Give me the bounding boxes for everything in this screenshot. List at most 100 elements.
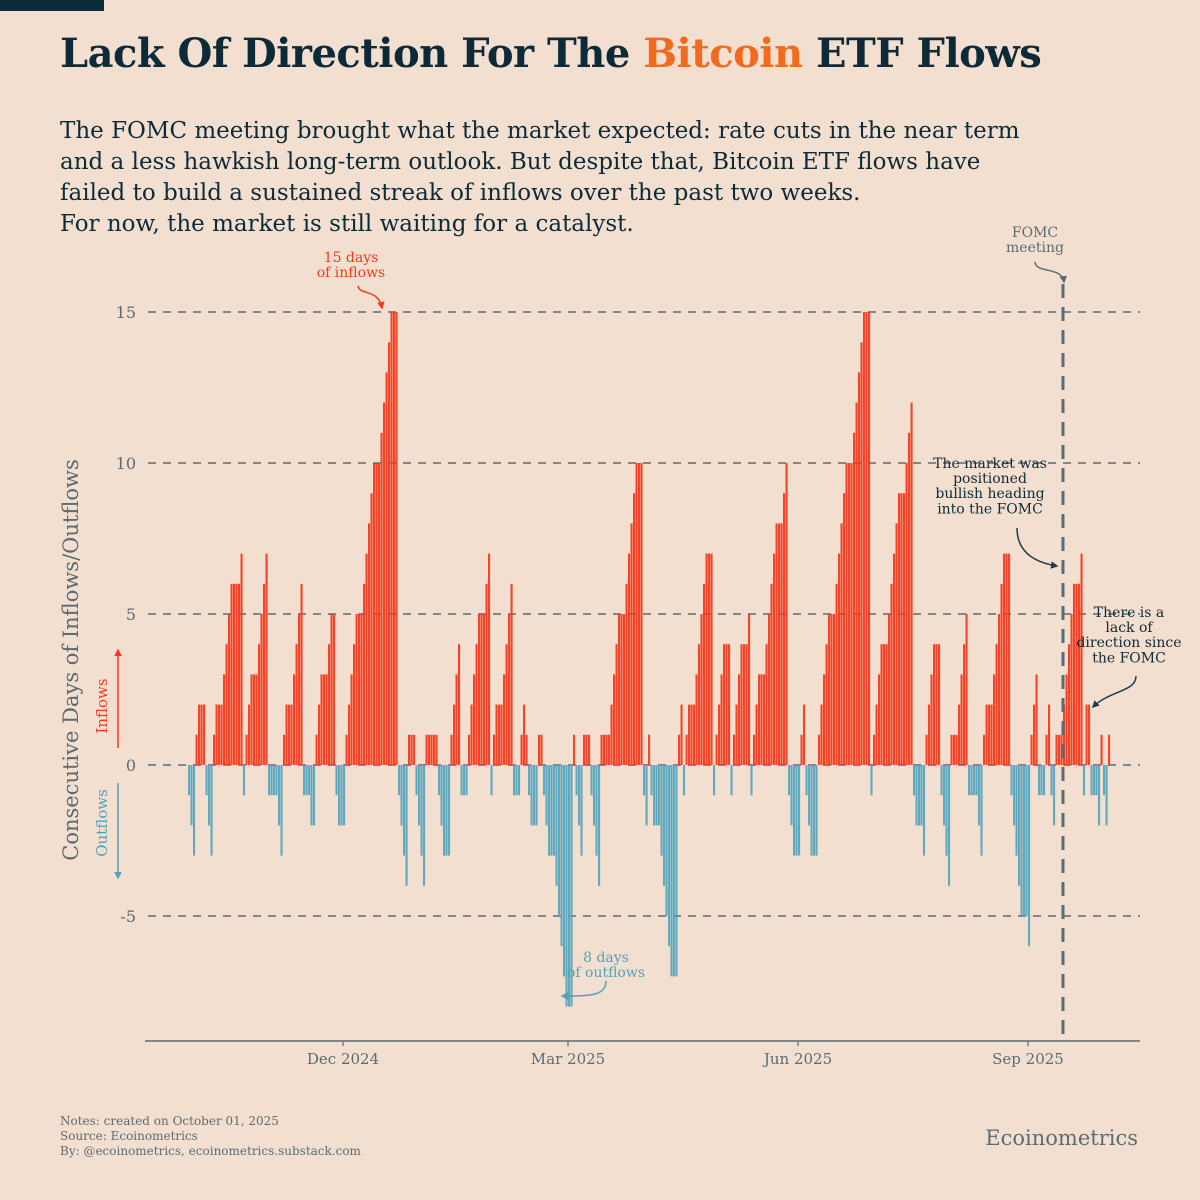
outflow-bar: [578, 765, 581, 826]
annotation-arrow: [560, 980, 607, 1000]
outflow-bar: [270, 765, 273, 796]
outflow-bar: [338, 765, 341, 826]
outflow-bar: [790, 765, 793, 826]
outflow-bar: [1038, 765, 1041, 796]
inflow-bar: [263, 583, 266, 765]
inflow-bar: [453, 704, 456, 765]
y-tick-label: 15: [116, 303, 136, 322]
inflow-bar: [833, 614, 836, 765]
inflow-bar: [740, 644, 743, 765]
inflow-bar: [955, 734, 958, 765]
outflow-bar: [445, 765, 448, 856]
inflow-bar: [483, 614, 486, 765]
inflow-bar: [840, 523, 843, 765]
inflow-bar: [965, 614, 968, 765]
inflow-bar: [890, 583, 893, 765]
inflow-bar: [373, 463, 376, 765]
annotation-arrow: [1034, 261, 1067, 284]
outflow-bar: [980, 765, 983, 856]
inflow-bar: [250, 674, 253, 765]
inflow-bar: [628, 553, 631, 765]
inflow-bar: [370, 493, 373, 765]
inflow-bar: [963, 644, 966, 765]
inflow-bar: [503, 674, 506, 765]
inflow-bar: [323, 674, 326, 765]
inflow-bar: [510, 583, 513, 765]
inflow-bar: [363, 583, 366, 765]
outflow-bar: [305, 765, 308, 796]
inflow-bar: [618, 614, 621, 765]
inflow-bar: [258, 644, 261, 765]
subtitle-line: failed to build a sustained streak of in…: [60, 180, 861, 206]
inflow-bar: [910, 402, 913, 765]
inflow-bar: [253, 674, 256, 765]
inflow-bar: [875, 704, 878, 765]
inflow-bar: [1080, 553, 1083, 765]
inflow-bar: [520, 734, 523, 765]
outflow-bar: [513, 765, 516, 796]
inflow-bar: [1048, 704, 1051, 765]
outflow-bar: [923, 765, 926, 856]
inflow-bar: [733, 734, 736, 765]
outflow-bar: [658, 765, 661, 826]
outflow-bar: [565, 765, 568, 1007]
subtitle: The FOMC meeting brought what the market…: [60, 116, 1160, 240]
inflow-bar: [908, 432, 911, 765]
inflow-bar: [375, 463, 378, 765]
inflow-bar: [888, 614, 891, 765]
inflow-bar: [880, 644, 883, 765]
inflow-bar: [500, 704, 503, 765]
annotation-8-days-outflows: 8 days of outflows: [567, 950, 645, 981]
inflow-bar: [983, 734, 986, 765]
inflow-bar: [435, 734, 438, 765]
inflow-bar: [223, 674, 226, 765]
inflow-bar: [290, 704, 293, 765]
y-tick-label: 5: [126, 605, 136, 624]
inflow-bar: [613, 674, 616, 765]
inflow-bar: [395, 312, 398, 765]
inflow-bar: [960, 674, 963, 765]
outflow-bar: [968, 765, 971, 796]
inflow-bar: [608, 734, 611, 765]
inflow-bar: [690, 704, 693, 765]
inflow-bar: [433, 734, 436, 765]
inflow-bar: [1073, 583, 1076, 765]
inflow-bar: [680, 704, 683, 765]
inflow-bar: [783, 493, 786, 765]
inflow-bar: [355, 614, 358, 765]
inflow-bar: [195, 734, 198, 765]
outflow-bar: [340, 765, 343, 826]
inflow-bar: [455, 674, 458, 765]
outflow-bar: [815, 765, 818, 856]
inflow-bar: [625, 583, 628, 765]
inflow-bar: [848, 463, 851, 765]
inflow-bar: [298, 614, 301, 765]
inflow-bar: [823, 674, 826, 765]
inflow-bar: [818, 734, 821, 765]
inflow-bar: [773, 553, 776, 765]
outflow-bar: [335, 765, 338, 796]
inflow-bar: [743, 644, 746, 765]
inflow-bar: [408, 734, 411, 765]
inflow-bar: [345, 734, 348, 765]
inflow-bar: [1085, 704, 1088, 765]
inflow-bar: [855, 402, 858, 765]
inflow-bar: [605, 734, 608, 765]
inflow-bar: [768, 614, 771, 765]
inflow-bar: [1030, 734, 1033, 765]
inflow-bar: [723, 644, 726, 765]
inflow-bar: [903, 493, 906, 765]
inflow-bar: [708, 553, 711, 765]
inflow-bar: [1058, 734, 1061, 765]
inflow-bar: [573, 734, 576, 765]
subtitle-line: and a less hawkish long-term outlook. Bu…: [60, 149, 981, 175]
inflow-bar: [863, 312, 866, 765]
outflow-bar: [943, 765, 946, 826]
inflow-bar: [225, 644, 228, 765]
inflow-bar: [390, 312, 393, 765]
outflow-bar: [660, 765, 663, 856]
inflow-bar: [878, 674, 881, 765]
inflow-bar: [603, 734, 606, 765]
inflow-bar: [900, 493, 903, 765]
outflow-bar: [788, 765, 791, 796]
